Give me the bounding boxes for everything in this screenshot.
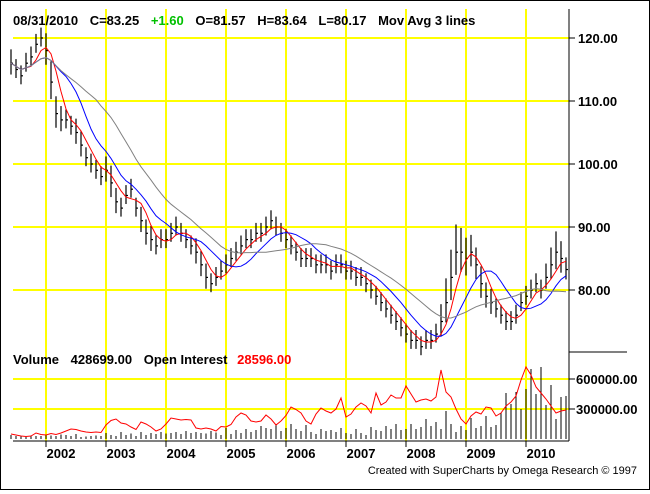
header-study: Mov Avg 3 lines: [378, 13, 475, 28]
ma-mid-line: [10, 57, 567, 337]
volume-y-tick-label: 600000.00: [576, 372, 637, 387]
y-tick-label: 110.00: [578, 94, 617, 109]
axes: [13, 9, 627, 442]
header-close: C=83.25: [90, 13, 140, 28]
ma-slow-line: [10, 57, 567, 319]
x-tick-label: 2004: [167, 446, 197, 461]
moving-averages: [10, 46, 567, 343]
open-interest-line: [10, 365, 567, 438]
header-low: L=80.17: [318, 13, 366, 28]
x-tick-label: 2007: [347, 446, 376, 461]
volume-label: Volume: [13, 352, 59, 367]
y-tick-label: 90.00: [578, 220, 611, 235]
header-open: O=81.57: [195, 13, 245, 28]
y-tick-label: 120.00: [578, 31, 618, 46]
x-tick-label: 2003: [107, 446, 136, 461]
header-date: 08/31/2010: [13, 13, 78, 28]
y-tick-label: 80.00: [578, 283, 611, 298]
volume-y-tick-label: 300000.00: [576, 402, 637, 417]
volume-header: Volume 428699.00 Open Interest 28596.00: [13, 352, 291, 367]
x-tick-label: 2006: [287, 446, 316, 461]
volume-value: 428699.00: [71, 352, 132, 367]
x-tick-label: 2005: [227, 446, 256, 461]
header-change: +1.60: [151, 13, 184, 28]
footer-credit: Created with SuperCharts by Omega Resear…: [368, 465, 637, 477]
x-tick-label: 2008: [407, 446, 436, 461]
price-bars: [10, 27, 568, 356]
axis-labels: 2002 2003 2004 2005 2006 2007 2008 2009 2010 120.…: [47, 31, 638, 461]
x-tick-label: 2010: [527, 446, 556, 461]
header-high: H=83.64: [257, 13, 307, 28]
y-tick-label: 100.00: [578, 157, 618, 172]
volume-bars: [10, 365, 567, 439]
header-line: 08/31/2010 C=83.25 +1.60 O=81.57 H=83.64…: [13, 13, 475, 28]
x-tick-label: 2009: [467, 446, 496, 461]
oi-label: Open Interest: [144, 352, 228, 367]
ma-fast-line: [10, 46, 567, 343]
x-tick-label: 2002: [47, 446, 76, 461]
grid-lines: [13, 9, 575, 447]
oi-value: 28596.00: [237, 352, 291, 367]
